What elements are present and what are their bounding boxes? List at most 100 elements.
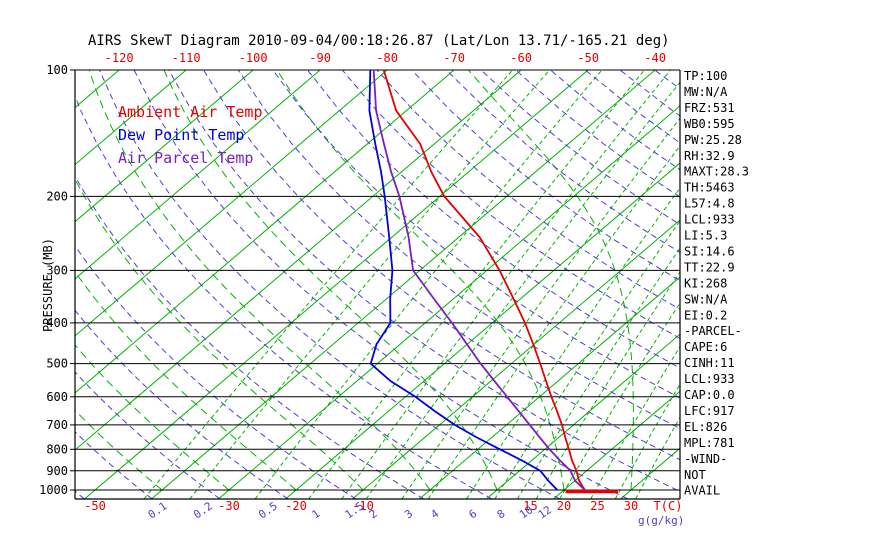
legend-air-parcel-temp: Air Parcel Temp [118, 149, 253, 167]
pressure-axis-label: PRESSURE (MB) [41, 238, 55, 332]
stat-line: MW:N/A [684, 85, 728, 99]
isotherm-lines [75, 70, 680, 499]
stat-line: SI:14.6 [684, 244, 735, 258]
moist-adiabat-line [75, 344, 230, 491]
bottom-temp-tick-label: 20 [557, 499, 571, 513]
stat-line: SW:N/A [684, 292, 728, 306]
pressure-tick-label: 400 [46, 316, 68, 330]
isotherm-line [75, 70, 120, 109]
mixing-ratio-line [401, 117, 680, 499]
dry-adiabat-line [237, 70, 680, 429]
stat-line: EI:0.2 [684, 308, 727, 322]
bottom-temp-tick-label: -20 [285, 499, 307, 513]
stat-line: LFC:917 [684, 404, 735, 418]
top-temp-tick-label: -120 [105, 51, 134, 65]
mixing-ratio-line [308, 70, 645, 499]
mixing-ratio-line [143, 70, 513, 499]
moist-adiabat-line [88, 70, 431, 491]
stat-line: WB0:595 [684, 117, 735, 131]
stat-line: L57:4.8 [684, 197, 735, 211]
isotherm-line [486, 333, 680, 499]
dry-adiabat-line [98, 70, 560, 499]
pressure-tick-label: 500 [46, 357, 68, 371]
mixing-ratio-tick-label: 1 [309, 507, 322, 521]
moist-adiabat-line [75, 409, 163, 491]
stat-line: TT:22.9 [684, 260, 735, 274]
stat-line: EL:826 [684, 420, 727, 434]
air-parcel-curve [372, 70, 586, 491]
mixing-ratio-tick-label: 0.1 [146, 499, 170, 521]
pressure-tick-label: 800 [46, 442, 68, 456]
moist-adiabat-line [468, 70, 634, 491]
moist-adiabat-line [75, 178, 364, 491]
ambient-temp-curve [382, 70, 586, 491]
dry-adiabat-line [75, 94, 493, 499]
isotherm-line [620, 447, 680, 499]
stat-line: CAP:0.0 [684, 388, 735, 402]
stat-line: TH:5463 [684, 181, 735, 195]
isotherm-line [352, 219, 680, 499]
stat-line: CAPE:6 [684, 340, 727, 354]
bottom-temp-tick-label: 30 [624, 499, 638, 513]
mixing-ratio-tick-label: 12 [536, 503, 554, 521]
bottom-temp-tick-label: 15 [523, 499, 537, 513]
mixing-ratio-tick-label: 8 [495, 507, 508, 521]
mixing-ratio-tick-label: 0.2 [191, 499, 215, 521]
stat-line: CINH:11 [684, 356, 735, 370]
pressure-tick-label: 100 [46, 63, 68, 77]
mixing-ratio-tick-label: 2 [367, 507, 380, 521]
moist-adiabat-lines [75, 70, 634, 491]
mixing-ratio-line [466, 187, 680, 499]
mixing-ratio-unit-label: g(g/kg) [638, 514, 684, 527]
bottom-temp-unit-label: T(C) [654, 499, 683, 513]
dry-adiabat-line [341, 70, 680, 339]
stat-line: RH:32.9 [684, 149, 735, 163]
bottom-temp-tick-label: 25 [590, 499, 604, 513]
stats-column: TP:100 MW:N/A FRZ:531 WB0:595 PW:25.28 RH:32.… [684, 69, 749, 498]
mixing-ratio-line [341, 70, 671, 499]
moist-adiabat-line [163, 70, 498, 491]
pressure-tick-label: 200 [46, 189, 68, 203]
isotherm-line [75, 70, 455, 394]
top-temp-tick-label: -50 [577, 51, 599, 65]
mixing-ratio-line [559, 302, 680, 499]
pressure-gridlines [70, 69, 681, 500]
stat-line: LI:5.3 [684, 229, 727, 243]
stat-line: -PARCEL- [684, 324, 742, 338]
stat-line: -WIND- [684, 452, 727, 466]
isotherm-line [285, 162, 680, 499]
mixing-ratio-tick-label: 6 [467, 507, 480, 521]
stat-line: FRZ:531 [684, 101, 735, 115]
background-lines [75, 70, 680, 499]
stat-line: AVAIL [684, 484, 720, 498]
stat-line: MPL:781 [684, 436, 735, 450]
mixing-ratio-line [590, 345, 680, 499]
dry-adiabat-line [619, 70, 680, 117]
isotherm-line [75, 70, 187, 166]
legend-ambient-air-temp: Ambient Air Temp [118, 103, 263, 121]
legend-dew-point-temp: Dew Point Temp [118, 126, 244, 144]
dry-adiabat-line [480, 70, 680, 226]
moist-adiabat-line [75, 270, 297, 491]
bottom-temp-tick-label: -10 [352, 499, 374, 513]
pressure-tick-label: 600 [46, 390, 68, 404]
bottom-temp-tick-label: -30 [218, 499, 240, 513]
mixing-ratio-lines [143, 70, 680, 499]
dry-adiabat-line [446, 70, 680, 254]
mixing-ratio-line [189, 70, 550, 499]
mixing-ratio-line [535, 271, 680, 499]
top-temp-tick-label: -90 [309, 51, 331, 65]
isotherm-line [75, 70, 254, 223]
dry-adiabat-line [168, 70, 680, 493]
pressure-tick-label: 300 [46, 263, 68, 277]
mixing-ratio-tick-label: 0.5 [256, 499, 280, 521]
isotherm-line [218, 105, 680, 499]
mixing-ratio-line [516, 247, 680, 499]
dry-adiabat-line [272, 70, 680, 399]
isotherm-line [553, 390, 680, 499]
stat-line: NOT [684, 468, 706, 482]
dew-point-curve [368, 70, 558, 491]
isotherm-line [75, 70, 388, 337]
